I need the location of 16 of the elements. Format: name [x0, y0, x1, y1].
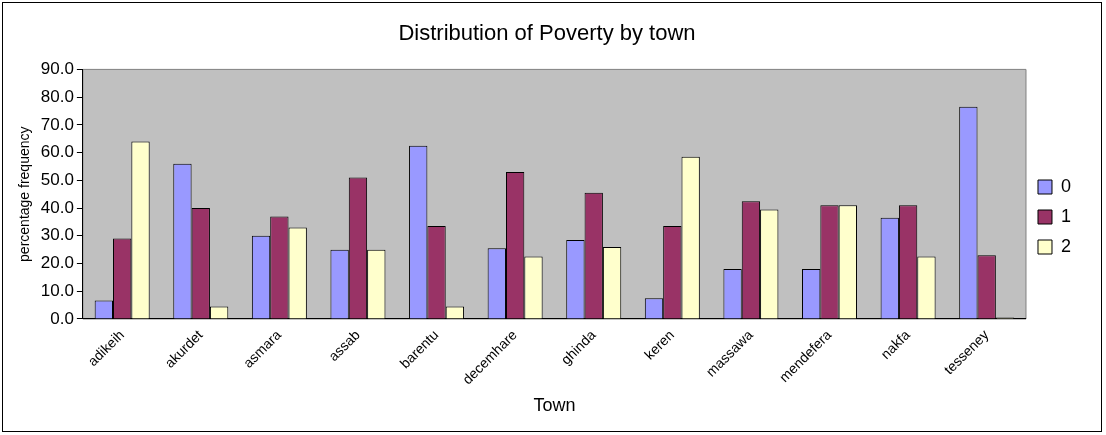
chart-title: Distribution of Poverty by town [398, 20, 696, 46]
x-axis-title: Town [533, 395, 576, 416]
y-tick-label: 50.0 [40, 170, 74, 190]
y-tick-label: 30.0 [40, 225, 74, 245]
y-tick-label: 10.0 [40, 280, 74, 300]
y-tick-label: 90.0 [40, 59, 74, 79]
legend-label: 1 [1060, 205, 1071, 226]
y-tick-label: 70.0 [40, 114, 74, 134]
y-tick-label: 0.0 [50, 308, 74, 328]
y-tick-label: 40.0 [40, 197, 74, 217]
y-tick-label: 20.0 [40, 253, 74, 273]
legend-label: 0 [1060, 175, 1071, 196]
y-tick-label: 80.0 [40, 86, 74, 106]
y-axis-title: percentage frequency [16, 126, 33, 262]
y-tick-label: 60.0 [40, 142, 74, 162]
legend-label: 2 [1060, 235, 1071, 256]
